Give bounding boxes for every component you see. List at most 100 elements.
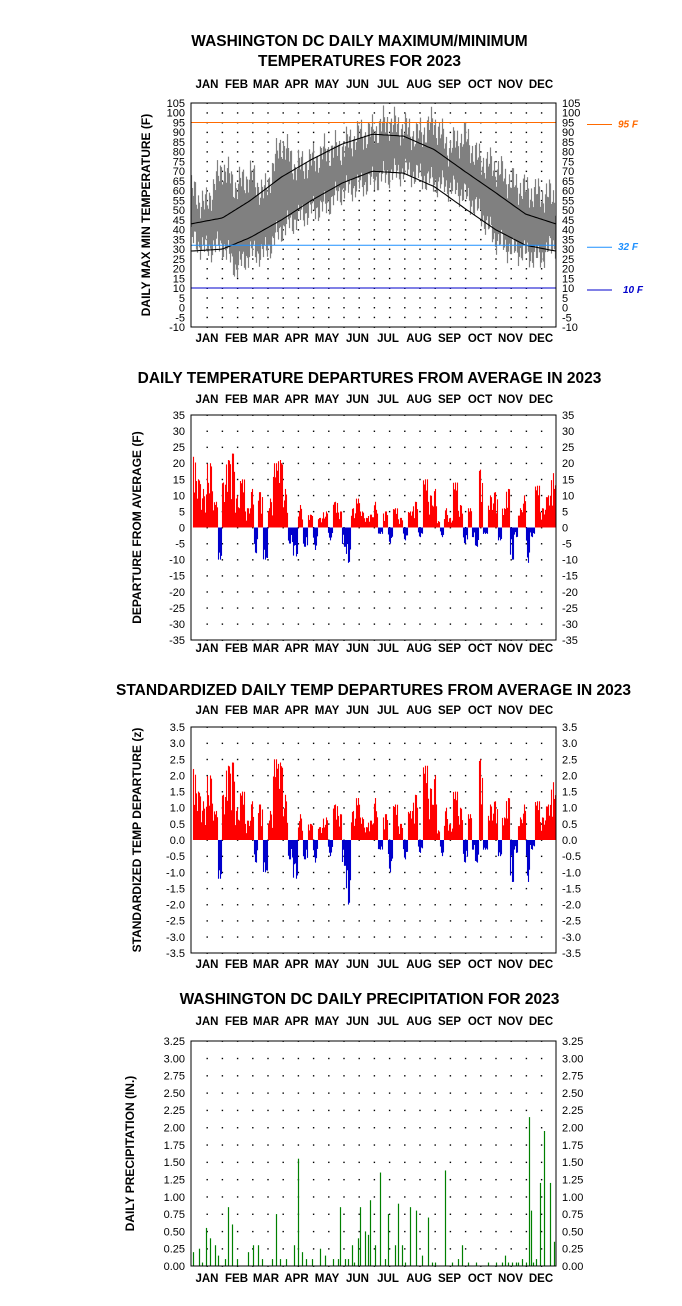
- grid-dot: [221, 268, 224, 270]
- grid-dot: [252, 131, 254, 134]
- grid-dot: [419, 1213, 421, 1215]
- grid-dot: [343, 219, 345, 221]
- month-label-bottom: NOV: [498, 1273, 523, 1285]
- grid-dot: [434, 904, 436, 906]
- grid-dot: [312, 742, 315, 745]
- grid-dot: [206, 742, 208, 745]
- grid-dot: [221, 559, 224, 561]
- grid-dot: [373, 1075, 376, 1077]
- grid-dot: [358, 131, 360, 134]
- grid-dot: [540, 297, 543, 299]
- grid-dot: [328, 1127, 330, 1129]
- grid-dot: [236, 1178, 239, 1181]
- grid-dot: [464, 199, 467, 202]
- grid-dot: [343, 510, 345, 513]
- grid-dot: [297, 791, 300, 793]
- grid-dot: [282, 430, 284, 432]
- grid-dot: [358, 839, 360, 841]
- grid-dot: [282, 936, 284, 938]
- grid-dot: [449, 1230, 452, 1233]
- month-label-top: JUN: [346, 79, 369, 91]
- grid-dot: [328, 268, 330, 270]
- grid-dot: [252, 774, 254, 777]
- month-label-bottom: JUL: [377, 1273, 399, 1285]
- grid-dot: [419, 229, 421, 231]
- grid-dot: [236, 277, 239, 280]
- grid-dot: [343, 887, 345, 890]
- grid-dot: [236, 591, 239, 593]
- grid-dot: [525, 904, 528, 906]
- grid-dot: [388, 1075, 391, 1077]
- grid-dot: [252, 527, 254, 529]
- grid-dot: [252, 1161, 254, 1164]
- grid-dot: [328, 238, 330, 241]
- grid-dot: [282, 494, 284, 497]
- grid-dot: [404, 1178, 406, 1181]
- grid-dot: [267, 1144, 269, 1146]
- grid-dot: [434, 1109, 436, 1112]
- y-tick-label-left: -5: [175, 312, 185, 324]
- grid-dot: [540, 478, 543, 481]
- grid-dot: [343, 307, 345, 309]
- grid-dot: [312, 248, 315, 250]
- grid-dot: [434, 575, 436, 577]
- grid-dot: [221, 855, 224, 858]
- y-tick-label-right: 35: [562, 234, 574, 246]
- grid-dot: [404, 871, 406, 874]
- grid-dot: [252, 1109, 254, 1112]
- grid-dot: [373, 494, 376, 497]
- grid-dot: [525, 430, 528, 432]
- y-tick-label-left: 100: [167, 108, 185, 120]
- grid-dot: [328, 855, 330, 858]
- grid-dot: [297, 277, 300, 280]
- grid-dot: [404, 131, 406, 134]
- month-label-top: SEP: [438, 79, 461, 91]
- y-tick-label-left: -3.0: [166, 932, 185, 944]
- grid-dot: [480, 527, 482, 529]
- grid-dot: [373, 791, 376, 793]
- grid-dot: [540, 774, 543, 777]
- grid-dot: [510, 855, 512, 858]
- y-tick-label-right: -2.0: [562, 900, 581, 912]
- grid-dot: [449, 1092, 452, 1094]
- grid-dot: [343, 131, 345, 134]
- grid-dot: [525, 920, 528, 922]
- grid-dot: [449, 559, 452, 561]
- grid-dot: [221, 1230, 224, 1233]
- grid-dot: [388, 920, 391, 922]
- grid-dot: [480, 1213, 482, 1215]
- grid-dot: [252, 871, 254, 874]
- month-label-top: APR: [284, 79, 309, 91]
- chart-title: STANDARDIZED DAILY TEMP DEPARTURES FROM …: [116, 682, 631, 699]
- grid-dot: [373, 1230, 376, 1233]
- grid-dot: [221, 871, 224, 874]
- grid-dot: [221, 297, 224, 299]
- grid-dot: [434, 277, 436, 280]
- reference-label: 32 F: [618, 242, 639, 253]
- grid-dot: [297, 1109, 300, 1112]
- grid-dot: [358, 478, 360, 481]
- grid-dot: [236, 936, 239, 938]
- grid-dot: [449, 131, 452, 134]
- grid-dot: [206, 1248, 208, 1250]
- grid-dot: [267, 758, 269, 761]
- grid-dot: [464, 219, 467, 221]
- grid-dot: [358, 209, 360, 212]
- grid-dot: [540, 1196, 543, 1198]
- grid-dot: [525, 543, 528, 545]
- grid-dot: [358, 774, 360, 777]
- grid-dot: [525, 758, 528, 761]
- month-label-top: MAR: [253, 394, 280, 406]
- grid-dot: [419, 1092, 421, 1094]
- grid-dot: [464, 258, 467, 260]
- grid-dot: [510, 871, 512, 874]
- grid-dot: [328, 807, 330, 809]
- grid-dot: [343, 904, 345, 906]
- grid-dot: [540, 1075, 543, 1077]
- chart-title: WASHINGTON DC DAILY MAXIMUM/MINIMUM: [191, 33, 527, 50]
- y-tick-label-left: 2.0: [170, 770, 185, 782]
- grid-dot: [343, 823, 345, 825]
- y-tick-label-left: 1.75: [164, 1140, 185, 1152]
- grid-dot: [449, 871, 452, 874]
- grid-dot: [282, 1161, 284, 1164]
